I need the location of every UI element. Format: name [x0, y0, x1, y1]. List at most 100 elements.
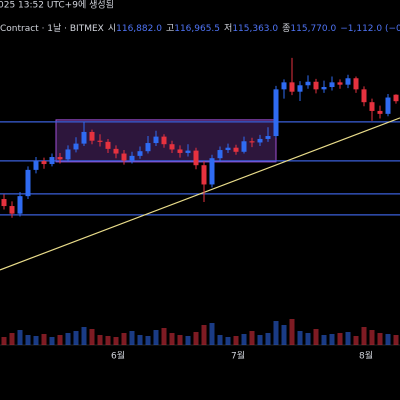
volume-bar [313, 329, 319, 345]
candle-body [57, 157, 63, 160]
ohlc-value: 115,363.0 [232, 24, 278, 34]
candle-body [185, 150, 191, 153]
volume-bar [393, 335, 399, 345]
ohlc-label: 시 [108, 23, 116, 34]
volume-bar [65, 333, 71, 345]
volume-bar [337, 333, 343, 345]
candle-body [377, 110, 383, 114]
volume-bar [345, 332, 351, 345]
volume-bar [97, 335, 103, 345]
candle-body [121, 153, 127, 161]
volume-bar [249, 331, 255, 345]
candle-body [41, 161, 47, 165]
candle-body [65, 149, 71, 160]
candle-body [129, 155, 135, 161]
candle-body [89, 131, 95, 141]
candle-body [361, 89, 367, 103]
ohlc-label: 저 [224, 23, 232, 34]
candle-body [281, 82, 287, 90]
volume-bar [265, 333, 271, 345]
candle-body [193, 150, 199, 166]
volume-bar [305, 333, 311, 345]
x-tick-label: 7월 [231, 350, 245, 362]
candle-body [353, 78, 359, 90]
volume-bar [177, 335, 183, 345]
candle-body [225, 147, 231, 151]
candle-body [33, 161, 39, 170]
volume-bar [297, 331, 303, 345]
volume-bar [49, 337, 55, 345]
volume-bar [353, 336, 359, 345]
volume-bar [113, 337, 119, 345]
volume-bar [89, 329, 95, 345]
candle-body [145, 143, 151, 152]
candle-body [265, 136, 271, 139]
volume-bar [193, 332, 199, 345]
candle-body [289, 82, 295, 92]
candle-body [97, 140, 103, 142]
ohlc-value: 116,882.0 [116, 24, 162, 34]
candle-body [393, 94, 399, 102]
candle-body [249, 141, 255, 143]
volume-bar [233, 336, 239, 345]
volume-bar [1, 337, 7, 345]
volume-bar [9, 333, 15, 345]
candle-body [73, 143, 79, 150]
x-tick-label: 8월 [359, 350, 373, 362]
volume-bar [281, 325, 287, 345]
candle-body [177, 149, 183, 153]
candle-body [105, 141, 111, 149]
volume-bar [41, 334, 47, 345]
symbol-info: Contract · 1날 · BITMEX 시116,882.0 고116,965… [0, 23, 400, 34]
candle-body [49, 157, 55, 165]
volume-bar [153, 330, 159, 345]
candle-body [169, 144, 175, 150]
candle-body [273, 89, 279, 137]
volume-bar [81, 327, 87, 345]
volume-bar [185, 336, 191, 345]
candle-body [161, 136, 167, 145]
volume-bar [225, 337, 231, 345]
candle-body [233, 147, 239, 152]
volume-bar [321, 335, 327, 345]
candle-body [25, 169, 31, 197]
candle-body [153, 136, 159, 144]
volume-bar [17, 330, 23, 345]
candle-body [257, 138, 263, 143]
volume-bar [385, 334, 391, 345]
candle-body [81, 131, 87, 144]
candle-body [209, 158, 215, 185]
candle-body [297, 85, 303, 92]
candle-body [17, 196, 23, 214]
candle-body [1, 199, 7, 207]
candle-body [113, 148, 119, 154]
volume-bar [217, 335, 223, 345]
candle-body [137, 151, 143, 156]
volume-bar [121, 333, 127, 345]
candle-body [321, 87, 327, 90]
candle-body [345, 78, 351, 85]
candle-body [9, 206, 15, 214]
candle-body [385, 97, 391, 114]
volume-bar [289, 319, 295, 345]
volume-bar [73, 331, 79, 345]
candle-body [201, 165, 207, 185]
candle-body [329, 82, 335, 88]
volume-bar [25, 335, 31, 345]
volume-bar [129, 331, 135, 345]
volume-bar [273, 321, 279, 345]
volume-bar [105, 336, 111, 345]
volume-bar [369, 330, 375, 345]
symbol: Contract · 1날 · BITMEX [0, 23, 104, 34]
candle-body [337, 82, 343, 85]
volume-bar [57, 335, 63, 345]
volume-bar [137, 335, 143, 345]
candle-body [369, 102, 375, 111]
volume-bar [145, 336, 151, 345]
volume-bar [201, 325, 207, 345]
candle-body [217, 150, 223, 159]
x-tick-label: 6월 [111, 350, 125, 362]
volume-bar [33, 336, 39, 345]
volume-bar [241, 334, 247, 345]
volume-bar [257, 335, 263, 345]
